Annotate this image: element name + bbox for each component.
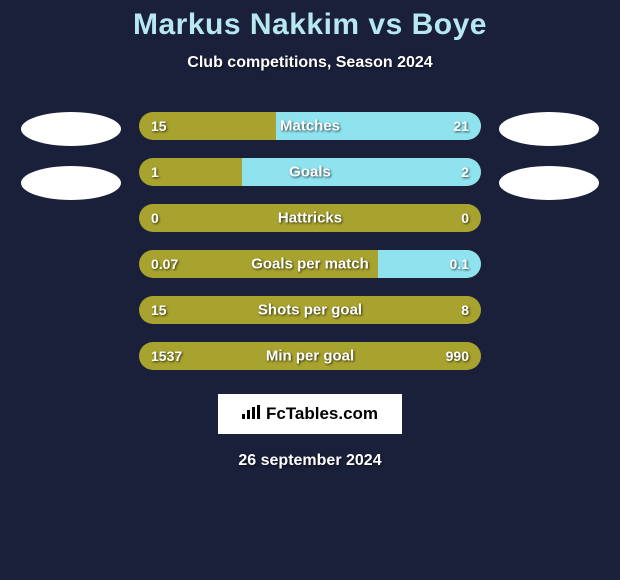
chart-icon	[242, 405, 260, 424]
stat-left-value: 15	[151, 118, 167, 134]
stat-right-value: 21	[453, 118, 469, 134]
stat-label: Hattricks	[278, 210, 342, 227]
stat-bar-matches: 15 Matches 21	[139, 112, 481, 140]
stat-bar-goals-per-match: 0.07 Goals per match 0.1	[139, 250, 481, 278]
stat-left-value: 1537	[151, 348, 182, 364]
stat-right-value: 0.1	[450, 256, 469, 272]
player-avatar-left-1	[21, 112, 121, 146]
date-label: 26 september 2024	[238, 452, 381, 470]
stat-left-value: 0.07	[151, 256, 178, 272]
source-logo[interactable]: FcTables.com	[218, 394, 402, 434]
stat-right-value: 8	[461, 302, 469, 318]
stat-right-value: 0	[461, 210, 469, 226]
player-avatar-left-2	[21, 166, 121, 200]
stat-bar-hattricks: 0 Hattricks 0	[139, 204, 481, 232]
right-avatar-column	[499, 112, 599, 200]
stat-right-value: 2	[461, 164, 469, 180]
stat-left-value: 1	[151, 164, 159, 180]
chart-area: 15 Matches 21 1 Goals 2 0 Hattricks 0 0.…	[0, 112, 620, 370]
logo-text: FcTables.com	[266, 404, 378, 424]
stat-label: Min per goal	[266, 348, 354, 365]
stat-bar-shots-per-goal: 15 Shots per goal 8	[139, 296, 481, 324]
stat-bar-min-per-goal: 1537 Min per goal 990	[139, 342, 481, 370]
subtitle: Club competitions, Season 2024	[187, 54, 432, 72]
stat-bar-goals: 1 Goals 2	[139, 158, 481, 186]
left-avatar-column	[21, 112, 121, 200]
player-avatar-right-2	[499, 166, 599, 200]
page-title: Markus Nakkim vs Boye	[133, 8, 487, 42]
stat-right-value: 990	[446, 348, 469, 364]
stat-label: Goals per match	[251, 256, 369, 273]
stat-label: Matches	[280, 118, 340, 135]
bar-fill-right	[242, 158, 481, 186]
player-avatar-right-1	[499, 112, 599, 146]
stat-left-value: 0	[151, 210, 159, 226]
stat-bars: 15 Matches 21 1 Goals 2 0 Hattricks 0 0.…	[139, 112, 481, 370]
comparison-panel: Markus Nakkim vs Boye Club competitions,…	[0, 0, 620, 470]
stat-label: Shots per goal	[258, 302, 362, 319]
stat-label: Goals	[289, 164, 331, 181]
stat-left-value: 15	[151, 302, 167, 318]
